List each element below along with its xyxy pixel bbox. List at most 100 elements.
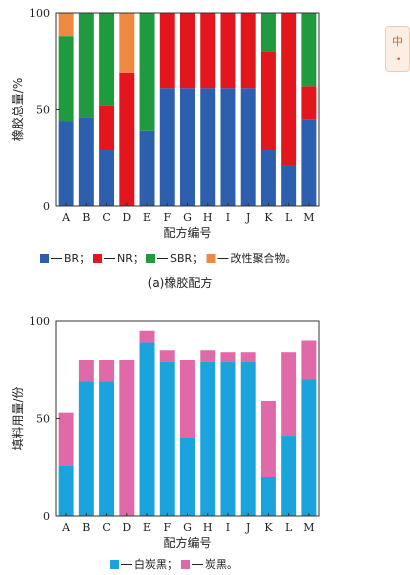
bar-BR-B [78,117,94,206]
bar-NR-F [159,13,175,89]
x-tick-label: I [226,521,230,534]
x-tick-label: H [203,211,213,224]
legend-label-炭黑: 炭黑。 [205,558,238,571]
bar-白炭黑-M [301,379,317,516]
x-tick-label: L [285,521,293,534]
x-tick-label: K [264,521,273,534]
bar-炭黑-E [139,330,155,343]
bar-NR-G [180,13,195,89]
bar-白炭黑-K [260,477,276,516]
bar-白炭黑-B [78,381,94,516]
legend: BR； NR； SBR； 改性聚合物。 [40,251,297,265]
x-tick-label: D [122,521,131,534]
bar-BR-K [260,150,276,206]
bar-白炭黑-J [240,361,256,516]
bar-SBR-C [99,13,115,106]
legend-label-NR: NR； [117,252,144,265]
x-tick-label: L [285,211,293,224]
bar-BR-G [180,88,195,206]
x-tick-label: G [183,211,192,224]
bar-炭黑-G [180,360,195,438]
bar-炭黑-M [301,340,317,380]
bar-炭黑-K [260,400,276,477]
x-tick-label: B [82,521,90,534]
bar-白炭黑-C [99,381,115,516]
bar-BR-L [281,165,297,206]
bar-炭黑-A [58,412,74,466]
bar-BR-C [99,150,115,206]
x-tick-label: K [264,211,273,224]
bar-炭黑-I [220,352,236,362]
x-tick-label: B [82,211,90,224]
bar-炭黑-J [240,352,256,362]
x-tick-label: M [303,521,314,534]
legend-swatch-改性聚合物 [206,254,216,263]
bar-改性聚合物-D [119,13,135,73]
x-tick-label: F [163,211,171,224]
legend: 白炭黑； 炭黑。 [110,557,238,571]
bar-炭黑-B [78,360,94,382]
bar-SBR-B [78,13,94,118]
bar-NR-J [240,13,256,89]
y-tick-label: 50 [36,413,50,426]
y-tick-label: 0 [43,200,50,213]
legend-swatch-BR [40,254,49,263]
x-tick-label: J [245,521,250,534]
x-tick-label: J [245,211,250,224]
bar-白炭黑-G [180,438,195,516]
y-axis-label: 填料用量/份 [11,386,25,450]
bar-炭黑-F [159,350,175,362]
side-badge-label: 中 [392,35,403,48]
x-tick-label: G [183,521,192,534]
y-tick-label: 100 [29,7,50,20]
bar-白炭黑-H [200,361,216,516]
y-tick-label: 100 [29,315,50,328]
x-tick-label: M [303,211,314,224]
bar-BR-H [200,88,216,206]
x-tick-label: D [122,211,131,224]
x-tick-label: C [102,521,110,534]
legend-swatch-NR [93,254,102,263]
dot-icon: • [396,55,402,65]
chart-caption: (a)橡胶配方 [148,275,213,290]
x-tick-label: E [143,211,151,224]
bar-白炭黑-E [139,342,155,516]
rubber-formula-chart: 0 50 100 A B C D E F G H I J K L M 配方编号 橡胶总量/% BR； NR； SBR； 改… [10,7,320,290]
bar-NR-K [260,51,276,151]
bar-NR-D [119,72,135,206]
bar-炭黑-H [200,350,216,362]
bar-NR-M [301,86,317,120]
side-badge[interactable]: 中 • [385,26,410,72]
y-tick-label: 50 [36,104,50,117]
bar-白炭黑-A [58,465,74,516]
bar-炭黑-C [99,360,115,382]
legend-label-BR: BR； [64,252,90,265]
x-axis-label: 配方编号 [163,225,211,240]
legend-swatch-炭黑 [181,560,190,569]
bar-NR-L [281,13,297,166]
bar-BR-A [58,121,74,206]
x-tick-label: A [61,521,71,534]
bar-白炭黑-L [281,436,297,516]
x-axis-label: 配方编号 [163,535,211,550]
legend-label-白炭黑: 白炭黑； [134,557,178,571]
bar-BR-E [139,130,155,206]
bar-炭黑-D [119,360,135,516]
bar-NR-H [200,13,216,89]
x-tick-label: F [163,521,171,534]
bar-SBR-A [58,36,74,122]
x-tick-label: A [61,211,71,224]
bar-NR-I [220,13,236,89]
bar-BR-F [159,88,175,206]
y-tick-label: 0 [43,510,50,523]
bar-NR-C [99,105,115,151]
bar-SBR-E [139,13,155,131]
bar-炭黑-L [281,352,297,437]
bar-白炭黑-I [220,361,236,516]
bar-SBR-M [301,13,317,87]
legend-label-改性聚合物: 改性聚合物。 [231,251,297,265]
bar-BR-M [301,119,317,206]
bar-BR-I [220,88,236,206]
